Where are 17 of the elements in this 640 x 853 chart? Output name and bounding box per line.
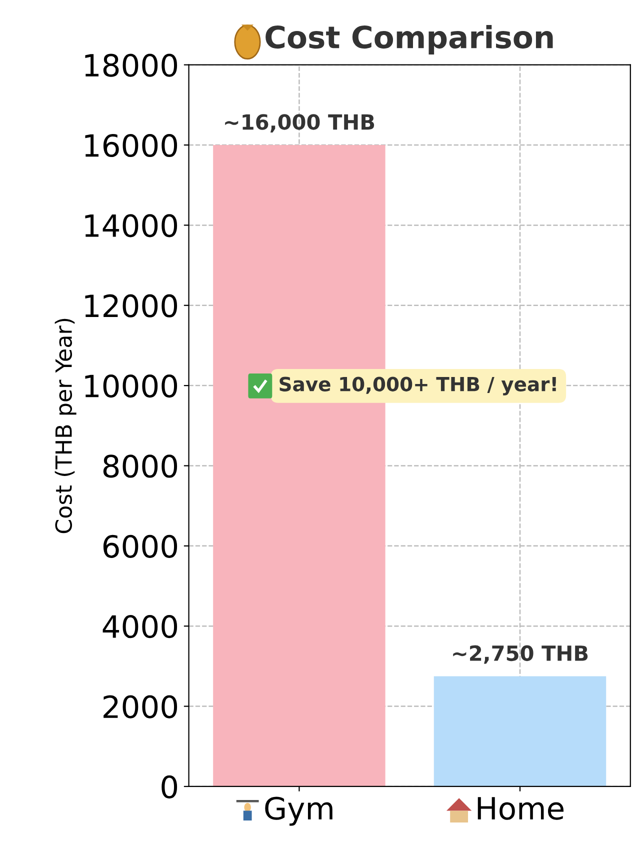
y-tick-label: 6000	[103, 534, 178, 558]
y-tick-label: 8000	[103, 454, 178, 478]
data-label: ~2,750 THB	[453, 645, 588, 664]
y-tick-label: 14000	[85, 214, 178, 238]
y-axis-title: Cost (THB per Year)	[54, 318, 76, 534]
chart-title: Cost Comparison	[266, 24, 553, 55]
y-tick-label: 0	[162, 775, 178, 799]
y-tick-label: 18000	[85, 54, 178, 77]
x-tick-label: Home	[478, 797, 564, 820]
y-tick-label: 2000	[104, 695, 178, 718]
x-tick-label: Gym	[265, 796, 332, 826]
y-tick-label: 16000	[85, 134, 178, 158]
y-tick-label: 12000	[85, 294, 178, 318]
annotation: Save 10,000+ THB / year!	[280, 376, 556, 396]
data-label: ~16,000 THB	[225, 114, 374, 133]
y-tick-label: 10000	[85, 374, 178, 398]
y-tick-label: 4000	[102, 615, 178, 638]
